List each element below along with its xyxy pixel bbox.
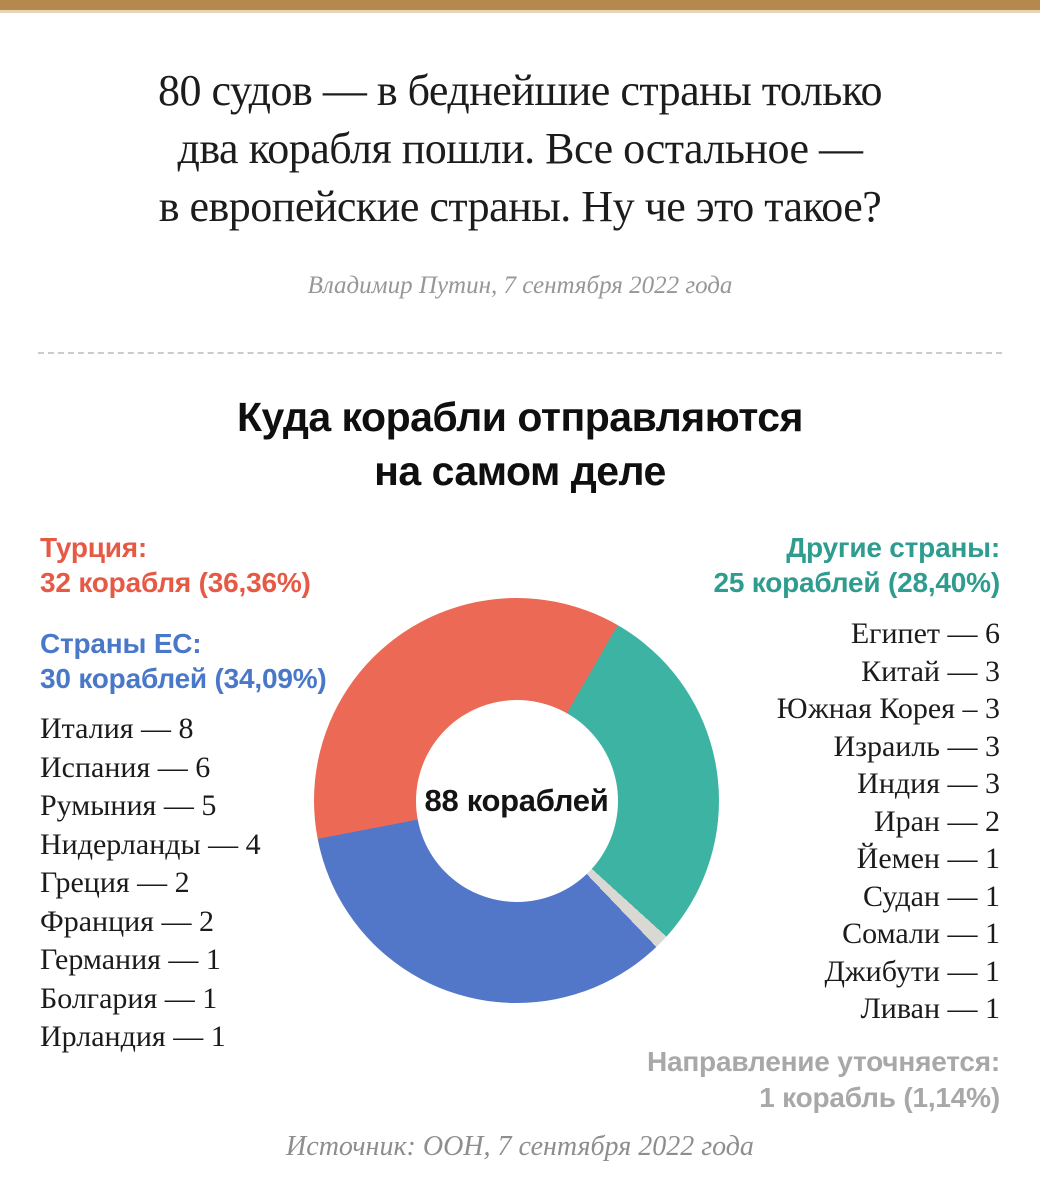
country-list-item: Индия — 3 [857, 767, 1000, 800]
legend-others-value: 25 кораблей (28,40%) [713, 567, 1000, 598]
country-list-item: Иран — 2 [873, 804, 1000, 838]
chart-title-line-1: Куда корабли отправляются [237, 394, 803, 440]
unknown-direction-value: 1 корабль (1,14%) [759, 1082, 1000, 1113]
country-list-item: Испания — 6 [40, 750, 211, 784]
legend-eu: Страны ЕС: 30 кораблей (34,09%) [40, 626, 327, 696]
quote-text: 80 судов — в беднейшие страны только два… [0, 62, 1040, 236]
country-list-item: Йемен — 1 [856, 842, 1000, 875]
legend-others: Другие страны: 25 кораблей (28,40%) [713, 530, 1000, 600]
legend-left-column: Турция: 32 корабля (36,36%) Страны ЕС: 3… [40, 530, 327, 1057]
country-list-item: Ирландия — 1 [40, 1020, 226, 1053]
dashed-divider [38, 352, 1002, 354]
country-list-item: Сомали — 1 [842, 917, 1000, 950]
country-list-item: Судан — 1 [862, 879, 1000, 913]
country-list-item: Южная Корея – 3 [776, 692, 1000, 725]
legend-others-title: Другие страны: [786, 532, 1000, 563]
country-list-item: Китай — 3 [861, 654, 1000, 688]
country-list-item: Ливан — 1 [860, 992, 1000, 1025]
chart-title-line-2: на самом деле [374, 448, 666, 494]
unknown-direction-note: Направление уточняется: 1 корабль (1,14%… [647, 1044, 1000, 1116]
donut-hole: 88 кораблей [415, 699, 618, 902]
country-list-item: Румыния — 5 [40, 789, 217, 822]
top-accent-bar-shade [0, 10, 1040, 13]
top-accent-bar [0, 0, 1040, 10]
donut-chart: 88 кораблей [314, 598, 719, 1003]
quote-line-1: 80 судов — в беднейшие страны только [157, 66, 883, 115]
country-list-item: Болгария — 1 [40, 981, 218, 1015]
source-line: Источник: ООН, 7 сентября 2022 года [286, 1131, 754, 1162]
legend-eu-title: Страны ЕС: [40, 628, 202, 659]
quote-line-3: в европейские страны. Ну че это такое? [158, 182, 882, 231]
country-list-item: Германия — 1 [40, 943, 221, 976]
legend-turkey: Турция: 32 корабля (36,36%) [40, 530, 327, 600]
country-list-item: Израиль — 3 [833, 729, 1000, 763]
unknown-direction-title: Направление уточняется: [646, 1046, 1000, 1077]
country-list-item: Нидерланды — 4 [40, 827, 261, 861]
eu-country-list: Италия — 8 Испания — 6 Румыния — 5 Нидерлан… [40, 710, 327, 1057]
country-list-item: Франция — 2 [40, 904, 214, 938]
country-list-item: Египет — 6 [850, 617, 1000, 650]
others-country-list: Египет — 6 Китай — 3 Южная Корея – 3 Израил… [713, 615, 1000, 1028]
legend-turkey-title: Турция: [40, 532, 148, 563]
donut-center-label: 88 кораблей [424, 782, 609, 818]
legend-turkey-value: 32 корабля (36,36%) [40, 567, 311, 598]
legend-eu-value: 30 кораблей (34,09%) [40, 663, 327, 694]
legend-right-column: Другие страны: 25 кораблей (28,40%) Егип… [713, 530, 1000, 1028]
chart-title: Куда корабли отправляются на самом деле [0, 390, 1040, 498]
country-list-item: Италия — 8 [40, 712, 194, 745]
quote-line-2: два корабля пошли. Все остальное — [177, 124, 863, 173]
country-list-item: Джибути — 1 [824, 954, 1000, 988]
country-list-item: Греция — 2 [40, 866, 190, 899]
quote-attribution: Владимир Путин, 7 сентября 2022 года [307, 272, 733, 299]
